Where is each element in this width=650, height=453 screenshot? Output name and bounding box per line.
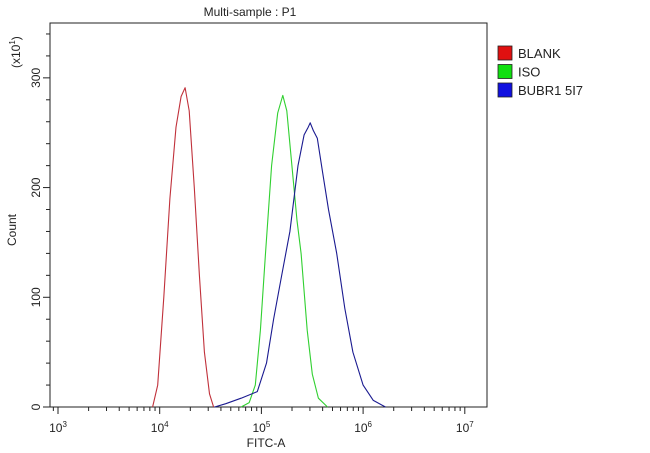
- y-tick-label: 0: [29, 403, 43, 410]
- x-tick-label: 103: [49, 420, 67, 435]
- series-line-iso: [240, 94, 328, 408]
- series-line-bubr1-5i7: [214, 122, 386, 408]
- y-axis: 0 100 200 300: [29, 33, 50, 410]
- legend-label: BUBR1 5I7: [518, 83, 583, 98]
- legend-swatch: [497, 64, 513, 79]
- legend-swatch: [497, 45, 513, 61]
- series-line-blank: [152, 87, 215, 408]
- y-axis-label: Count: [5, 213, 19, 246]
- x-tick-label: 107: [456, 420, 474, 435]
- y-multiplier-label: (x101): [8, 36, 23, 68]
- chart-title: Multi-sample : P1: [204, 5, 297, 19]
- x-tick-label: 105: [252, 420, 270, 435]
- legend: BLANK ISO BUBR1 5I7: [497, 45, 583, 98]
- x-tick-label: 106: [354, 420, 372, 435]
- x-axis-label: FITC-A: [247, 436, 286, 450]
- y-tick-label: 100: [29, 287, 43, 307]
- y-tick-label: 200: [29, 177, 43, 197]
- series-curves: [152, 87, 386, 408]
- legend-label: ISO: [518, 65, 540, 80]
- legend-label: BLANK: [518, 46, 561, 61]
- y-tick-label: 300: [29, 68, 43, 88]
- plot-frame: [49, 22, 488, 408]
- x-tick-label: 104: [151, 420, 169, 435]
- x-axis: 103 104 105 106 107: [49, 407, 474, 435]
- legend-swatch: [497, 82, 513, 98]
